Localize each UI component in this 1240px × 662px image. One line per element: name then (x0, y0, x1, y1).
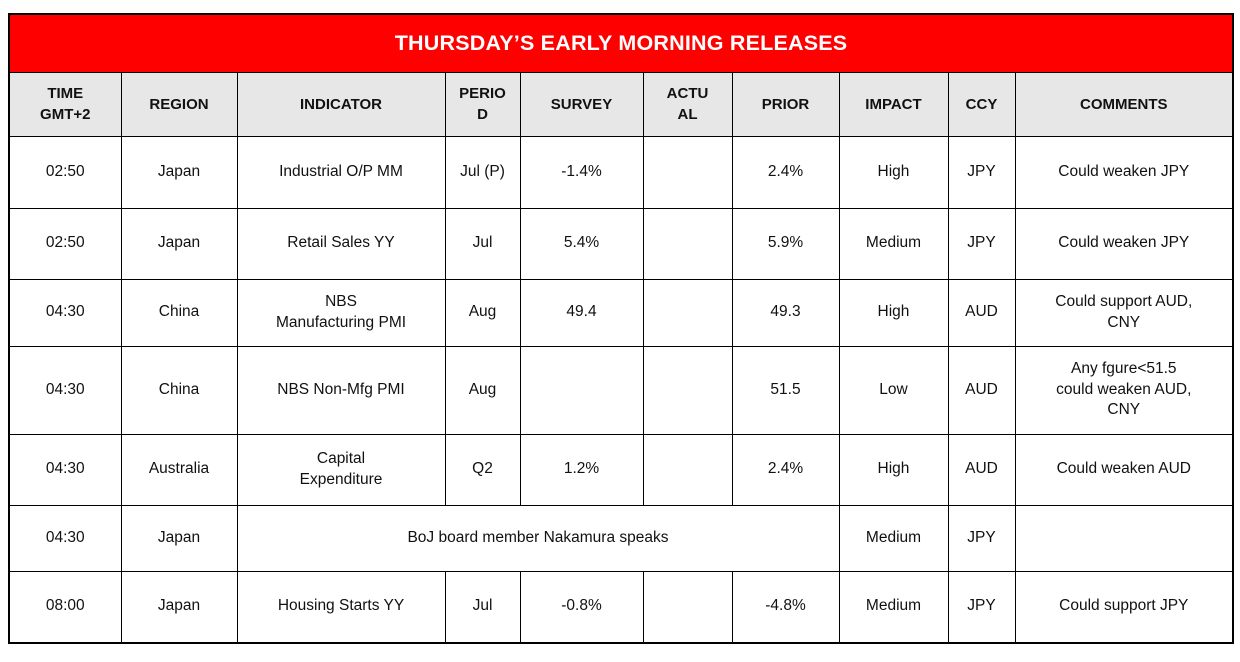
cell-indicator: Capital Expenditure (236, 433, 446, 506)
cell-impact: Medium (838, 570, 949, 644)
col-header-comments: COMMENTS (1014, 71, 1234, 137)
table-row: 02:50 Japan Retail Sales YY Jul 5.4% 5.9% Medi… (8, 207, 1234, 280)
title-banner-row: THURSDAY’S EARLY MORNING RELEASES (8, 13, 1234, 73)
cell-survey: 49.4 (519, 278, 644, 347)
cell-prior: 5.9% (731, 207, 840, 280)
cell-prior: 51.5 (731, 345, 840, 435)
cell-actual (642, 278, 733, 347)
cell-ccy: AUD (947, 433, 1016, 506)
cell-ccy: JPY (947, 135, 1016, 209)
cell-impact: High (838, 278, 949, 347)
cell-prior: 49.3 (731, 278, 840, 347)
col-header-actual: ACTU AL (642, 71, 733, 137)
cell-survey: 1.2% (519, 433, 644, 506)
cell-region: Japan (120, 570, 238, 644)
cell-comments: Any fgure<51.5 could weaken AUD, CNY (1014, 345, 1234, 435)
col-header-impact: IMPACT (838, 71, 949, 137)
col-header-indicator: INDICATOR (236, 71, 446, 137)
cell-survey (519, 345, 644, 435)
table-row: 08:00 Japan Housing Starts YY Jul -0.8% -4.8%… (8, 570, 1234, 644)
cell-region: China (120, 345, 238, 435)
col-header-survey: SURVEY (519, 71, 644, 137)
cell-survey: -0.8% (519, 570, 644, 644)
cell-time: 04:30 (8, 278, 122, 347)
cell-period: Jul (444, 207, 521, 280)
cell-indicator: NBS Non-Mfg PMI (236, 345, 446, 435)
table-row: 04:30 Australia Capital Expenditure Q2 1.2% 2… (8, 433, 1234, 506)
cell-survey: -1.4% (519, 135, 644, 209)
cell-actual (642, 135, 733, 209)
cell-comments: Could weaken JPY (1014, 135, 1234, 209)
cell-period: Q2 (444, 433, 521, 506)
col-header-period: PERIO D (444, 71, 521, 137)
cell-comments: Could support AUD, CNY (1014, 278, 1234, 347)
table-body: 02:50 Japan Industrial O/P MM Jul (P) -1.4% 2… (8, 135, 1234, 644)
cell-period: Aug (444, 278, 521, 347)
cell-period: Jul (444, 570, 521, 644)
cell-time: 04:30 (8, 345, 122, 435)
cell-period: Aug (444, 345, 521, 435)
cell-prior: 2.4% (731, 135, 840, 209)
cell-actual (642, 433, 733, 506)
cell-region: Japan (120, 135, 238, 209)
cell-region: Australia (120, 433, 238, 506)
cell-actual (642, 570, 733, 644)
cell-time: 08:00 (8, 570, 122, 644)
cell-merged-event: BoJ board member Nakamura speaks (236, 504, 840, 572)
cell-ccy: AUD (947, 278, 1016, 347)
page-title: THURSDAY’S EARLY MORNING RELEASES (8, 13, 1234, 73)
cell-region: China (120, 278, 238, 347)
cell-ccy: JPY (947, 504, 1016, 572)
cell-impact: Medium (838, 207, 949, 280)
cell-comments: Could weaken JPY (1014, 207, 1234, 280)
cell-prior: -4.8% (731, 570, 840, 644)
cell-ccy: AUD (947, 345, 1016, 435)
cell-impact: High (838, 433, 949, 506)
table-row: 04:30 China NBS Manufacturing PMI Aug 49.4 49… (8, 278, 1234, 347)
cell-indicator: NBS Manufacturing PMI (236, 278, 446, 347)
cell-actual (642, 345, 733, 435)
economic-releases-page: THURSDAY’S EARLY MORNING RELEASES TIME G… (8, 13, 1235, 644)
cell-indicator: Housing Starts YY (236, 570, 446, 644)
cell-impact: High (838, 135, 949, 209)
cell-region: Japan (120, 207, 238, 280)
cell-comments (1014, 504, 1234, 572)
cell-actual (642, 207, 733, 280)
cell-ccy: JPY (947, 207, 1016, 280)
cell-time: 02:50 (8, 135, 122, 209)
cell-ccy: JPY (947, 570, 1016, 644)
cell-indicator: Industrial O/P MM (236, 135, 446, 209)
table-row: 04:30 China NBS Non-Mfg PMI Aug 51.5 Low AUD An… (8, 345, 1234, 435)
cell-prior: 2.4% (731, 433, 840, 506)
cell-time: 04:30 (8, 504, 122, 572)
cell-time: 04:30 (8, 433, 122, 506)
releases-table: THURSDAY’S EARLY MORNING RELEASES TIME G… (8, 13, 1235, 644)
cell-region: Japan (120, 504, 238, 572)
cell-time: 02:50 (8, 207, 122, 280)
cell-comments: Could weaken AUD (1014, 433, 1234, 506)
cell-comments: Could support JPY (1014, 570, 1234, 644)
table-header-row: TIME GMT+2 REGION INDICATOR PERIO D SURV… (8, 71, 1234, 137)
table-row: 04:30 Japan BoJ board member Nakamura spea… (8, 504, 1234, 572)
col-header-prior: PRIOR (731, 71, 840, 137)
cell-impact: Medium (838, 504, 949, 572)
col-header-region: REGION (120, 71, 238, 137)
table-row: 02:50 Japan Industrial O/P MM Jul (P) -1.4% 2… (8, 135, 1234, 209)
cell-indicator: Retail Sales YY (236, 207, 446, 280)
col-header-ccy: CCY (947, 71, 1016, 137)
cell-period: Jul (P) (444, 135, 521, 209)
cell-impact: Low (838, 345, 949, 435)
col-header-time: TIME GMT+2 (8, 71, 122, 137)
cell-survey: 5.4% (519, 207, 644, 280)
